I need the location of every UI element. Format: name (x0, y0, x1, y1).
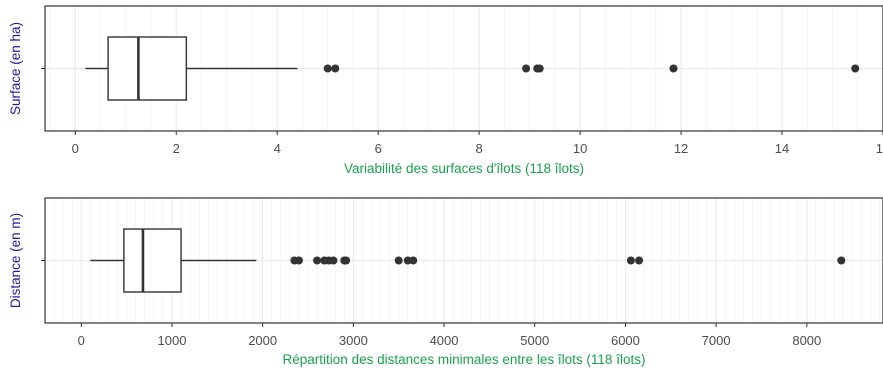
x-tick-label: 6 (375, 141, 382, 156)
x-tick-label: 7000 (702, 333, 731, 348)
x-tick-label: 1000 (158, 333, 187, 348)
x-tick-label: 6000 (611, 333, 640, 348)
outlier-point (626, 256, 635, 265)
outlier-point (331, 64, 340, 73)
x-axis-title: Répartition des distances minimales entr… (283, 352, 646, 367)
box-iqr (123, 228, 182, 293)
outlier-point (313, 256, 322, 265)
x-axis-title: Variabilité des surfaces d'îlots (118 îl… (344, 161, 584, 176)
plot-area (45, 6, 883, 131)
outlier-point (294, 256, 303, 265)
outlier-point (323, 64, 332, 73)
x-tick-label: 0 (72, 141, 79, 156)
x-tick-label: 2 (173, 141, 180, 156)
x-tick-label: 5000 (520, 333, 549, 348)
boxplot-panel-1: 0 2 4 6 8 10 12 14 16 Variabilité des surfaces d'… (8, 5, 883, 176)
outlier-point (535, 64, 544, 73)
outlier-point (851, 64, 860, 73)
x-tick-label: 4 (274, 141, 281, 156)
outlier-point (394, 256, 403, 265)
y-axis-title: Surface (en ha) (8, 22, 23, 115)
outlier-point (669, 64, 678, 73)
x-tick-label: 8000 (792, 333, 821, 348)
outlier-point (522, 64, 531, 73)
y-axis-title: Distance (en m) (8, 213, 23, 308)
x-tick-label: 0 (78, 333, 85, 348)
x-tick-label: 14 (775, 141, 789, 156)
boxplot-panel-2: 0 1000 2000 3000 4000 5000 6000 7000 8000 Réparti… (8, 197, 883, 367)
outlier-point (837, 256, 846, 265)
x-tick-label: 8 (476, 141, 483, 156)
x-tick-label: 10 (573, 141, 587, 156)
x-tick-label: 16 (876, 141, 883, 156)
outlier-point (342, 256, 351, 265)
x-tick-label: 2000 (248, 333, 277, 348)
outlier-point (635, 256, 644, 265)
outlier-point (409, 256, 418, 265)
x-tick-label: 3000 (339, 333, 368, 348)
box-iqr (107, 36, 188, 101)
outlier-point (329, 256, 338, 265)
x-tick-label: 4000 (430, 333, 459, 348)
x-tick-label: 12 (674, 141, 688, 156)
plot-area (45, 198, 883, 323)
